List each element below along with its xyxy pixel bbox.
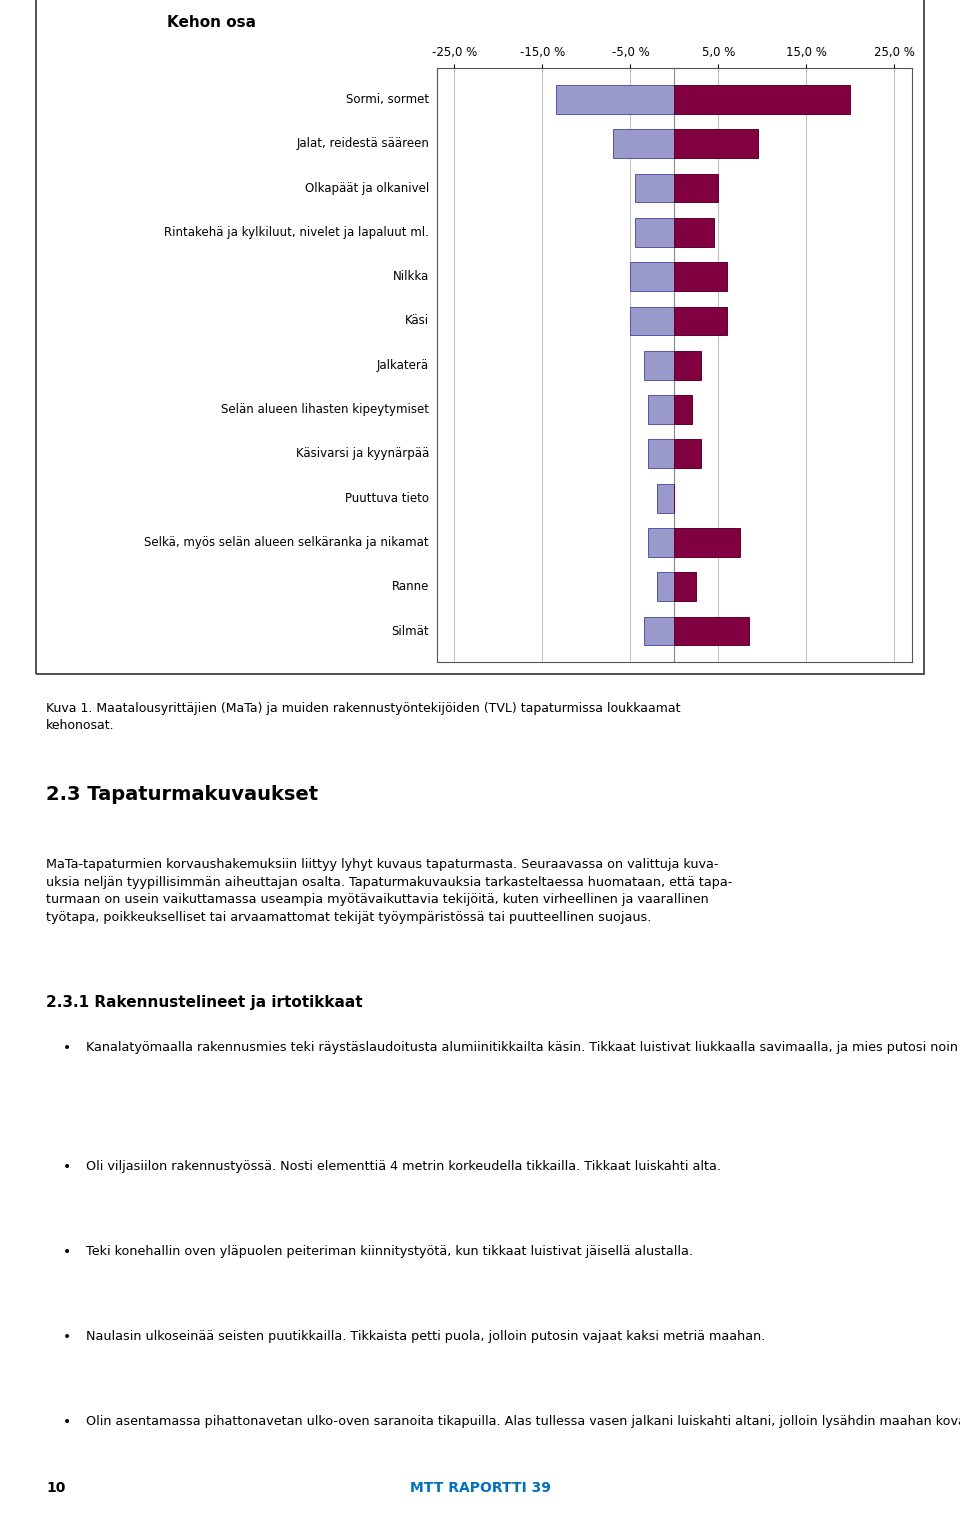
- Text: MTT RAPORTTI 39: MTT RAPORTTI 39: [410, 1481, 550, 1495]
- Bar: [635, 174, 674, 202]
- Text: Puuttuva tieto: Puuttuva tieto: [346, 492, 429, 505]
- Text: •: •: [63, 1415, 72, 1429]
- Bar: [674, 306, 728, 335]
- Bar: [612, 129, 674, 158]
- Text: •: •: [63, 1041, 72, 1055]
- Bar: [674, 572, 696, 601]
- Bar: [674, 616, 749, 645]
- Bar: [674, 218, 714, 247]
- Text: Naulasin ulkoseinää seisten puutikkailla. Tikkaista petti puola, jolloin putosin: Naulasin ulkoseinää seisten puutikkailla…: [86, 1330, 766, 1344]
- Bar: [643, 352, 674, 379]
- Bar: [674, 85, 851, 114]
- Bar: [631, 262, 674, 291]
- Text: Oli viljasiilon rakennustyössä. Nosti elementtiä 4 metrin korkeudella tikkailla.: Oli viljasiilon rakennustyössä. Nosti el…: [86, 1160, 721, 1173]
- Bar: [674, 352, 701, 379]
- Bar: [657, 572, 674, 601]
- Text: Silmät: Silmät: [392, 624, 429, 638]
- Bar: [674, 262, 728, 291]
- Bar: [674, 396, 692, 425]
- Text: •: •: [63, 1245, 72, 1259]
- Text: Jalat, reidestä sääreen: Jalat, reidestä sääreen: [297, 137, 429, 151]
- Text: Jalkaterä: Jalkaterä: [377, 359, 429, 371]
- Text: Kanalatyömaalla rakennusmies teki räystäslaudoitusta alumiinitikkailta käsin. Ti: Kanalatyömaalla rakennusmies teki räystä…: [86, 1041, 960, 1055]
- Text: Kuva 1. Maatalousyrittäjien (MaTa) ja muiden rakennustyöntekijöiden (TVL) tapatu: Kuva 1. Maatalousyrittäjien (MaTa) ja mu…: [46, 702, 681, 732]
- Bar: [648, 396, 674, 425]
- Text: Olin asentamassa pihattonavetan ulko-oven saranoita tikapuilla. Alas tullessa va: Olin asentamassa pihattonavetan ulko-ove…: [86, 1415, 960, 1429]
- Bar: [674, 129, 758, 158]
- Bar: [674, 528, 740, 557]
- Text: Ranne: Ranne: [392, 580, 429, 594]
- Bar: [648, 440, 674, 469]
- Text: 2.3 Tapaturmakuvaukset: 2.3 Tapaturmakuvaukset: [46, 785, 318, 804]
- Text: Nilkka: Nilkka: [393, 271, 429, 283]
- Text: •: •: [63, 1330, 72, 1344]
- Text: Selän alueen lihasten kipeytymiset: Selän alueen lihasten kipeytymiset: [221, 403, 429, 416]
- Text: Rintakehä ja kylkiluut, nivelet ja lapaluut ml.: Rintakehä ja kylkiluut, nivelet ja lapal…: [164, 225, 429, 239]
- Bar: [643, 616, 674, 645]
- Text: Teki konehallin oven yläpuolen peiteriman kiinnitystyötä, kun tikkaat luistivat : Teki konehallin oven yläpuolen peiterima…: [86, 1245, 693, 1259]
- Bar: [674, 440, 701, 469]
- Text: Selkä, myös selän alueen selkäranka ja nikamat: Selkä, myös selän alueen selkäranka ja n…: [145, 536, 429, 549]
- Bar: [635, 218, 674, 247]
- Bar: [648, 528, 674, 557]
- Bar: [556, 85, 674, 114]
- Text: 10: 10: [46, 1481, 65, 1495]
- Bar: [631, 306, 674, 335]
- Bar: [657, 484, 674, 513]
- Bar: [674, 174, 718, 202]
- Text: •: •: [63, 1160, 72, 1173]
- Text: Olkapäät ja olkanivel: Olkapäät ja olkanivel: [305, 181, 429, 195]
- Text: Käsi: Käsi: [405, 315, 429, 327]
- Text: MaTa-tapaturmien korvaushakemuksiin liittyy lyhyt kuvaus tapaturmasta. Seuraavas: MaTa-tapaturmien korvaushakemuksiin liit…: [46, 858, 732, 924]
- Text: 2.3.1 Rakennustelineet ja irtotikkaat: 2.3.1 Rakennustelineet ja irtotikkaat: [46, 995, 363, 1011]
- Text: Sormi, sormet: Sormi, sormet: [346, 93, 429, 107]
- Text: Kehon osa: Kehon osa: [167, 15, 255, 30]
- Text: Käsivarsi ja kyynärpää: Käsivarsi ja kyynärpää: [296, 447, 429, 460]
